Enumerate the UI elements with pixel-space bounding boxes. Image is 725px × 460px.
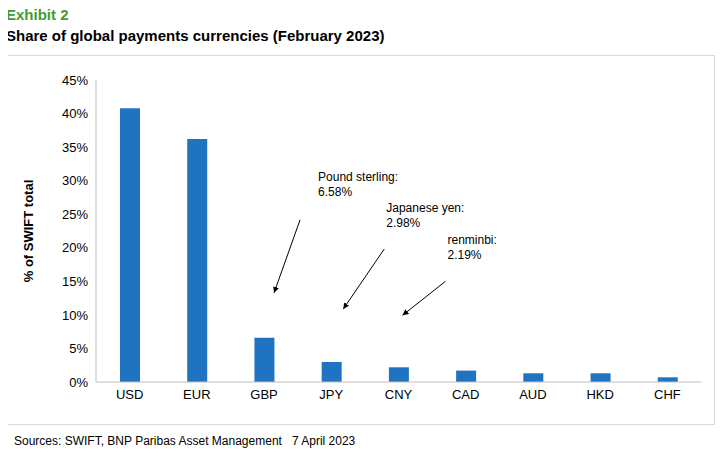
svg-text:45%: 45% <box>62 73 88 88</box>
svg-text:35%: 35% <box>62 140 88 155</box>
svg-text:20%: 20% <box>62 240 88 255</box>
svg-text:0%: 0% <box>69 375 88 390</box>
html-text:Exhibit 2: Exhibit 2 <box>6 6 69 23</box>
svg-text:HKD: HKD <box>586 387 613 402</box>
svg-text:25%: 25% <box>62 207 88 222</box>
svg-text:15%: 15% <box>62 274 88 289</box>
html-text:Sources: SWIFT, BNP Paribas As: Sources: SWIFT, BNP Paribas Asset Manage… <box>14 434 356 448</box>
svg-text:Pound sterling:6.58%: Pound sterling:6.58% <box>318 170 398 199</box>
svg-text:30%: 30% <box>62 173 88 188</box>
svg-text:% of SWIFT total: % of SWIFT total <box>21 180 36 283</box>
svg-text:Japanese yen:2.98%: Japanese yen:2.98% <box>386 201 464 230</box>
svg-text:GBP: GBP <box>250 387 277 402</box>
svg-text:40%: 40% <box>62 106 88 121</box>
svg-text:CHF: CHF <box>654 387 681 402</box>
svg-text:EUR: EUR <box>183 387 210 402</box>
svg-text:AUD: AUD <box>519 387 546 402</box>
svg-text:5%: 5% <box>69 341 88 356</box>
svg-text:USD: USD <box>116 387 143 402</box>
svg-text:JPY: JPY <box>319 387 343 402</box>
svg-text:CAD: CAD <box>452 387 479 402</box>
html-text:Share of global payments curre: Share of global payments currencies (Feb… <box>6 27 385 44</box>
svg-text:10%: 10% <box>62 308 88 323</box>
svg-text:renminbi:2.19%: renminbi:2.19% <box>448 233 497 262</box>
svg-text:CNY: CNY <box>385 387 413 402</box>
